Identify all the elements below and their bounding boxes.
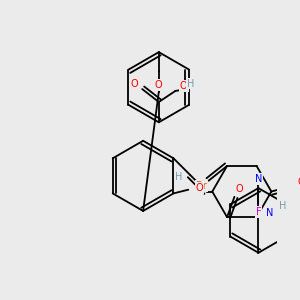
Text: F: F [256,207,261,217]
Text: O: O [155,80,163,90]
Text: H: H [187,79,194,88]
Text: O: O [297,177,300,187]
Text: N: N [255,174,262,184]
Text: H: H [279,201,286,211]
Text: O: O [196,183,203,193]
Text: O: O [180,81,188,91]
Text: N: N [266,208,273,218]
Text: H: H [175,172,183,182]
Text: O: O [235,184,243,194]
Text: Br: Br [196,181,207,191]
Text: O: O [130,80,138,89]
